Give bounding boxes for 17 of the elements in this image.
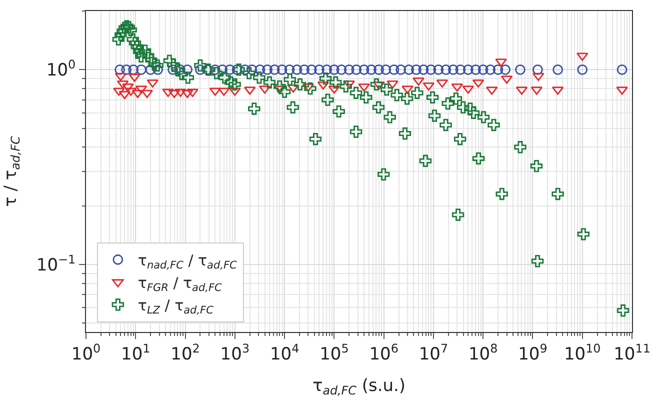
x-tick-label: 10$^{5}$	[320, 341, 349, 364]
legend-label: τ$_{FGR}$ / τ$_{ad,FC}$	[138, 274, 223, 294]
y-tick-label: 10$^{−1}$	[36, 252, 76, 276]
x-tick-label: 10$^{11}$	[614, 341, 650, 364]
x-axis-title: τ$_{ad,FC}$ (s.u.)	[312, 376, 406, 398]
x-tick-label: 10$^{3}$	[220, 341, 250, 364]
x-tick-label: 10$^{6}$	[369, 341, 398, 364]
x-tick-label: 10$^{10}$	[564, 341, 601, 364]
x-tick-label: 10$^{7}$	[418, 341, 448, 364]
legend-label: τ$_{nad,FC}$ / τ$_{ad,FC}$	[138, 251, 238, 272]
x-tick-label: 10$^{8}$	[468, 341, 498, 364]
legend-label: τ$_{LZ}$ / τ$_{ad,FC}$	[138, 296, 214, 317]
x-tick-label: 10$^{0}$	[71, 341, 101, 364]
x-tick-label: 10$^{2}$	[170, 341, 200, 364]
x-tick-label: 10$^{1}$	[121, 341, 150, 364]
x-tick-label: 10$^{9}$	[518, 341, 548, 364]
x-tick-label: 10$^{4}$	[270, 341, 300, 364]
